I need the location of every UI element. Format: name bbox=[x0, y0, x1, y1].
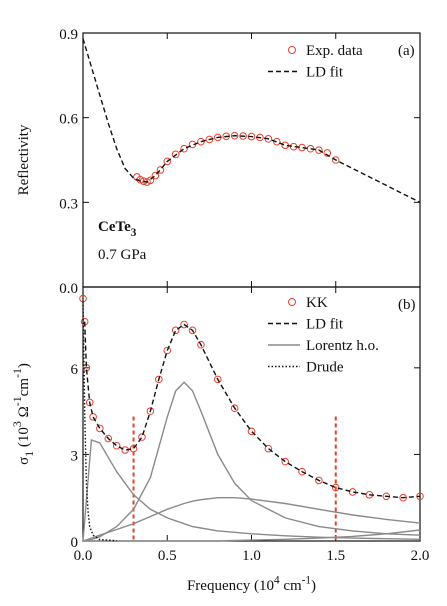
annotation: CeTe3​ bbox=[98, 219, 137, 239]
label-part: cm bbox=[16, 378, 32, 397]
series-line bbox=[82, 497, 421, 542]
x-tick-label: 1.0 bbox=[242, 548, 261, 564]
series-line bbox=[82, 439, 421, 542]
data-point bbox=[138, 433, 146, 441]
data-point bbox=[264, 444, 273, 453]
data-point bbox=[188, 326, 197, 335]
data-point bbox=[171, 326, 180, 335]
data-point bbox=[180, 320, 188, 329]
data-point bbox=[331, 483, 340, 492]
data-point bbox=[239, 132, 247, 140]
y-tick-label: 0 bbox=[71, 535, 79, 551]
data-point bbox=[230, 404, 239, 413]
x-tick-label: 2.0 bbox=[411, 548, 430, 564]
label-part: 1 bbox=[22, 451, 36, 457]
y-tick-label: 0.9 bbox=[59, 27, 78, 43]
data-point bbox=[112, 441, 121, 450]
data-point bbox=[281, 457, 290, 466]
series-line bbox=[82, 301, 117, 542]
label-part: σ bbox=[16, 457, 32, 465]
y-axis-label: Reflectivity bbox=[16, 124, 32, 195]
panel-label: (a) bbox=[398, 43, 415, 59]
series-line bbox=[83, 529, 421, 542]
legend-marker bbox=[288, 298, 296, 306]
label-part: 3 bbox=[131, 227, 137, 239]
label-part: cm bbox=[280, 578, 302, 594]
legend-label: Lorentz h.o. bbox=[306, 338, 379, 354]
label-part: (10 bbox=[16, 427, 32, 451]
label-part: 3 bbox=[10, 421, 24, 427]
data-point bbox=[214, 375, 222, 384]
legend-label: Drude bbox=[306, 360, 344, 376]
label-part: Ω bbox=[16, 406, 32, 421]
legend-label: KK bbox=[306, 295, 328, 311]
y-tick-label: 0.0 bbox=[59, 281, 78, 297]
data-point bbox=[222, 132, 231, 141]
label-part: Frequency (10 bbox=[187, 578, 274, 594]
data-point bbox=[156, 166, 165, 174]
legend-label: LD fit bbox=[306, 65, 344, 81]
data-point bbox=[89, 413, 97, 421]
data-point bbox=[197, 340, 205, 349]
data-point bbox=[197, 137, 205, 146]
data-point bbox=[146, 407, 155, 415]
annotation: 0.7 GPa bbox=[98, 247, 147, 263]
data-point bbox=[96, 424, 104, 433]
data-point bbox=[155, 375, 163, 384]
label-part: CeTe bbox=[98, 219, 131, 235]
data-point bbox=[85, 398, 94, 407]
data-point bbox=[146, 176, 155, 185]
data-point bbox=[230, 131, 239, 140]
data-point bbox=[151, 171, 160, 180]
label-part: -1 bbox=[10, 368, 24, 378]
data-point bbox=[323, 149, 332, 157]
data-point bbox=[171, 150, 180, 159]
label-part: 4 bbox=[274, 575, 280, 587]
series-line bbox=[82, 38, 421, 203]
label-part: ) bbox=[311, 578, 316, 594]
data-point bbox=[247, 132, 256, 141]
data-point bbox=[247, 427, 256, 436]
legend-label: Exp. data bbox=[306, 43, 363, 59]
x-tick-label: 0.5 bbox=[158, 548, 177, 564]
series-line bbox=[82, 381, 421, 542]
data-point bbox=[163, 157, 172, 166]
label-part: 0.7 GPa bbox=[98, 247, 147, 263]
data-point bbox=[399, 493, 407, 502]
label-part: -1 bbox=[10, 396, 24, 406]
x-tick-label: 0.0 bbox=[74, 548, 93, 564]
y-tick-label: 0.3 bbox=[59, 196, 78, 212]
y-tick-label: 3 bbox=[71, 448, 79, 464]
data-point bbox=[180, 144, 188, 153]
y-tick-label: 0.6 bbox=[59, 112, 78, 128]
panel-label: (b) bbox=[398, 297, 416, 313]
data-point bbox=[272, 137, 281, 146]
data-point bbox=[331, 156, 340, 164]
series-line bbox=[84, 321, 421, 499]
label-part: ) bbox=[16, 363, 32, 368]
x-tick-label: 1.5 bbox=[326, 548, 345, 564]
data-point bbox=[315, 146, 323, 154]
y-tick-label: 6 bbox=[71, 362, 79, 378]
data-point bbox=[416, 492, 424, 501]
data-point bbox=[163, 346, 172, 355]
x-axis-label: Frequency (104​ cm-1​) bbox=[187, 575, 316, 594]
legend-label: LD fit bbox=[306, 317, 344, 333]
legend-marker bbox=[288, 46, 296, 54]
label-part: Reflectivity bbox=[16, 124, 32, 195]
data-point bbox=[315, 476, 323, 485]
y-axis-label: σ1​ (103​ Ω-1​cm-1​) bbox=[10, 363, 36, 465]
data-point bbox=[104, 434, 113, 443]
label-part: -1 bbox=[302, 575, 311, 587]
data-point bbox=[298, 467, 306, 476]
